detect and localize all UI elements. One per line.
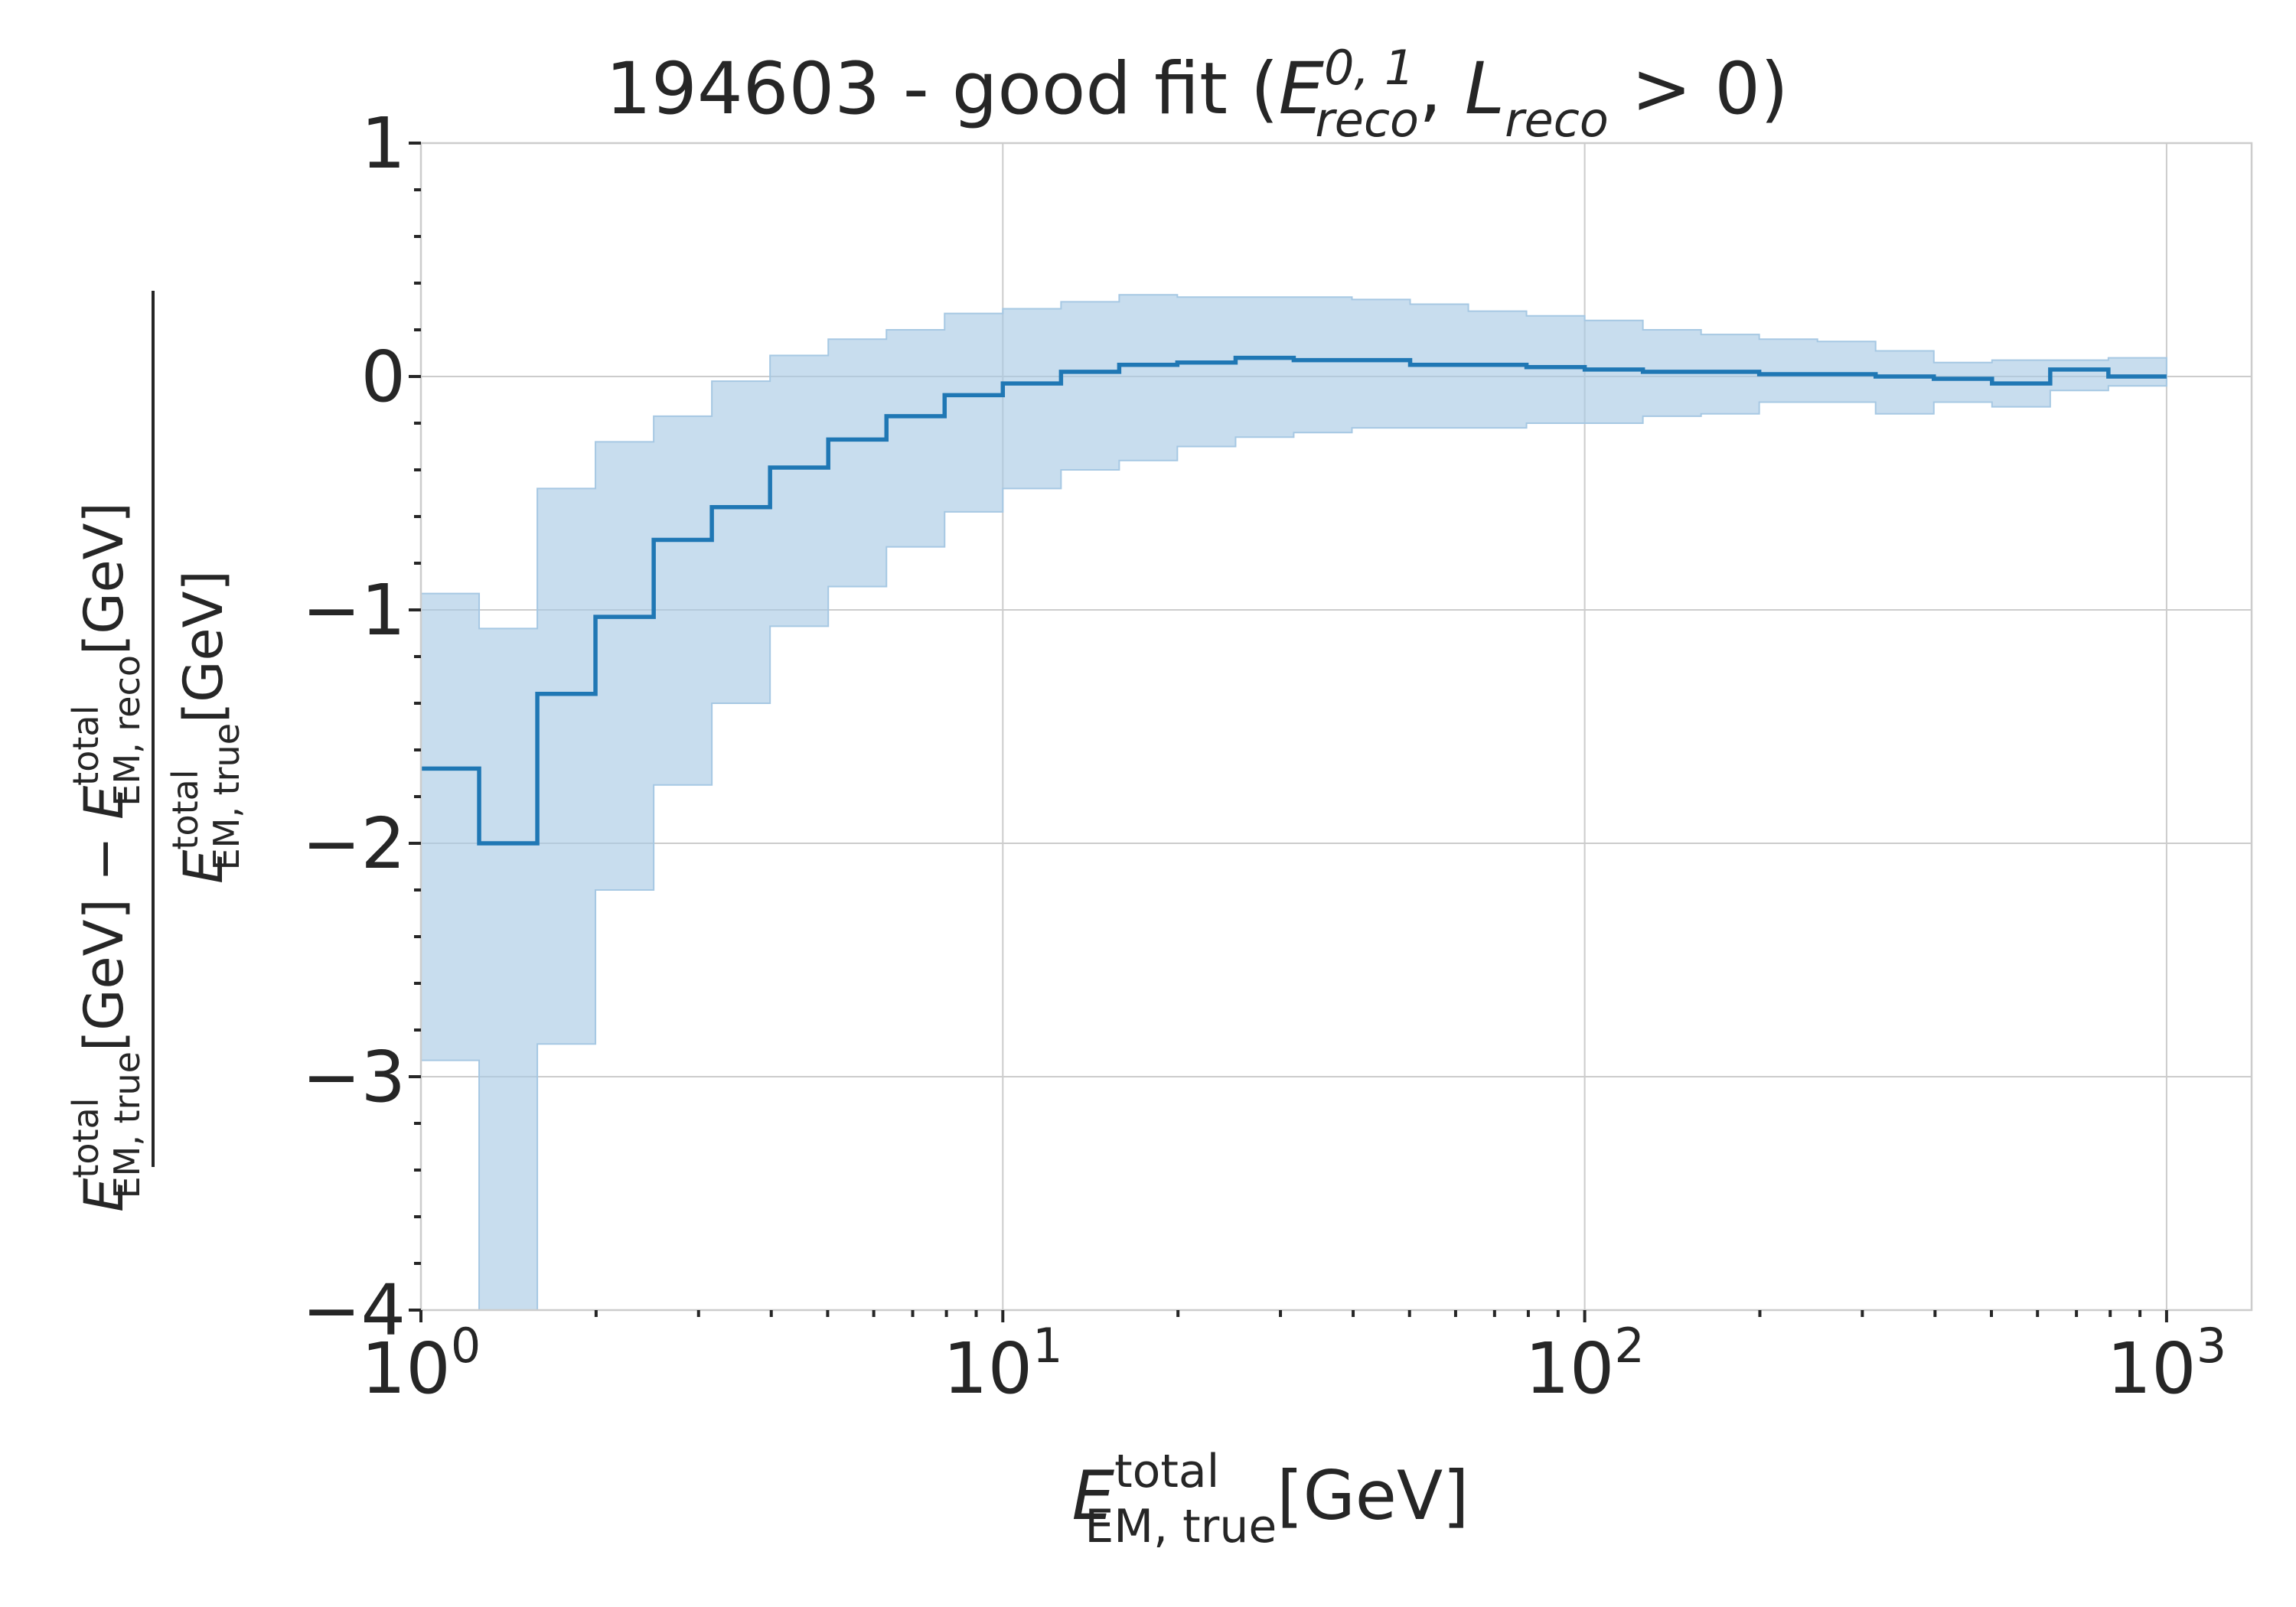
y-tick-label: −4 bbox=[302, 1270, 406, 1351]
ylabel-num-sub2: EM, reco bbox=[106, 655, 148, 807]
ylabel-num-unit2: [GeV] bbox=[73, 502, 135, 655]
y-tick-label: −3 bbox=[302, 1036, 406, 1118]
x-tick-label: 102 bbox=[1525, 1318, 1645, 1410]
ylabel-num-sup1: total bbox=[65, 1097, 106, 1178]
y-tick-label: −2 bbox=[302, 803, 406, 885]
x-tick-label: 101 bbox=[943, 1318, 1063, 1410]
y-tick-label: 1 bbox=[360, 103, 406, 184]
title-sep: , bbox=[1419, 47, 1465, 131]
xlabel-sup: total bbox=[1114, 1445, 1219, 1498]
title-suffix: > 0) bbox=[1609, 47, 1789, 131]
title-e-sup: 0, 1 bbox=[1324, 40, 1414, 96]
y-tick-label: −1 bbox=[302, 569, 406, 651]
xlabel-base: E bbox=[1072, 1456, 1115, 1535]
x-tick-label: 100 bbox=[361, 1318, 481, 1410]
x-axis-label: Etotal EM, true[GeV] bbox=[1072, 1445, 1469, 1553]
xlabel-unit: [GeV] bbox=[1277, 1456, 1469, 1535]
ylabel-den-sub: EM, true bbox=[206, 723, 247, 870]
ylabel-num-base1: E bbox=[73, 1178, 135, 1212]
x-tick-label: 103 bbox=[2107, 1318, 2227, 1410]
title-l-base: L bbox=[1465, 47, 1505, 131]
chart-title: 194603 - good fit (E0, 1 reco, Lreco > 0) bbox=[605, 40, 1789, 148]
title-l-sub: reco bbox=[1505, 92, 1609, 148]
series-confidence-band bbox=[420, 294, 2167, 1311]
ylabel-den-sup: total bbox=[165, 769, 206, 849]
y-axis-label: EtotalEM, true[GeV] − EtotalEM, reco[GeV… bbox=[65, 291, 247, 1212]
y-axis: 1 0 −1 −2 −3 −4 bbox=[302, 103, 421, 1351]
ylabel-num-base2: E bbox=[73, 785, 135, 820]
ylabel-num-sub1: EM, true bbox=[106, 1051, 148, 1198]
xlabel-sub: EM, true bbox=[1084, 1500, 1277, 1553]
y-axis-label-denominator: EtotalEM, true[GeV] bbox=[165, 570, 247, 884]
title-e-sub: reco bbox=[1315, 92, 1419, 148]
plot-frame bbox=[419, 142, 2253, 1312]
title-prefix: 194603 - good fit ( bbox=[605, 47, 1278, 131]
y-axis-label-numerator: EtotalEM, true[GeV] − EtotalEM, reco[GeV… bbox=[65, 502, 148, 1212]
title-e-base: E bbox=[1279, 47, 1325, 131]
series-median-line bbox=[421, 355, 2167, 846]
ylabel-num-sup2: total bbox=[65, 706, 106, 786]
ylabel-den-unit: [GeV] bbox=[172, 570, 235, 723]
x-axis: 100 101 102 103 bbox=[361, 1310, 2226, 1410]
ylabel-num-unit1: [GeV] − bbox=[73, 820, 135, 1051]
ylabel-den-base: E bbox=[172, 849, 235, 884]
y-tick-label: 0 bbox=[360, 336, 406, 418]
